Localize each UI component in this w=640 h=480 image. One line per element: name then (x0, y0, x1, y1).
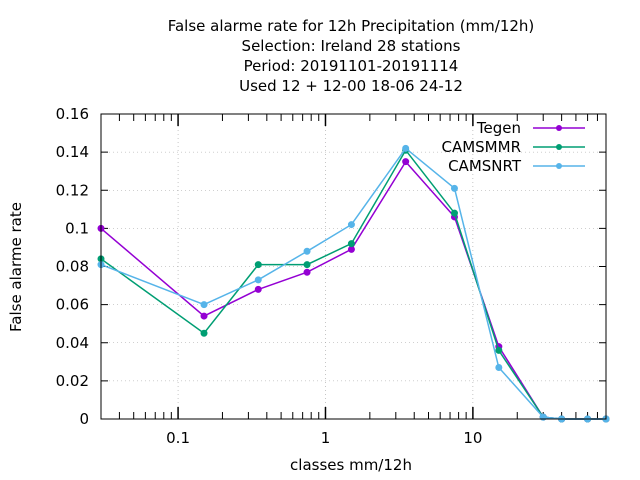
legend-label: Tegen (476, 119, 521, 137)
y-tick-label: 0.14 (56, 143, 89, 161)
data-point (347, 245, 355, 253)
data-point (303, 261, 311, 269)
data-point (402, 158, 410, 166)
y-tick-label: 0.1 (65, 219, 89, 237)
data-point (450, 184, 458, 192)
legend-item: CAMSNRT (448, 157, 585, 175)
y-axis-label: False alarme rate (7, 202, 25, 332)
series-line (100, 147, 606, 420)
data-point (495, 346, 503, 354)
x-tick-label: 1 (321, 429, 331, 447)
legend-item: Tegen (476, 119, 585, 137)
data-point (347, 240, 355, 248)
tick-labels: 0 0.02 0.04 0.06 0.08 0.1 0.12 0.14 0.16 0.1 1 10 (56, 105, 483, 447)
data-point (254, 261, 262, 269)
data-point (200, 312, 208, 320)
legend-marker (556, 163, 562, 169)
chart-title-line-1: False alarme rate for 12h Precipitation … (168, 17, 535, 35)
y-tick-label: 0.06 (56, 296, 89, 314)
series-lines (97, 144, 610, 423)
legend-label: CAMSMMR (441, 138, 521, 156)
x-tick-label: 10 (463, 429, 482, 447)
plot-frame (100, 113, 607, 420)
series-tegen (97, 158, 610, 423)
legend-item: CAMSMMR (441, 138, 585, 156)
legend-marker (556, 144, 562, 150)
y-tick-label: 0.02 (56, 372, 89, 390)
data-point (200, 301, 208, 309)
legend-label: CAMSNRT (448, 157, 522, 175)
x-tick-label: 0.1 (166, 429, 190, 447)
data-point (200, 329, 208, 337)
chart-title-line-2: Selection: Ireland 28 stations (242, 37, 461, 55)
data-point (495, 364, 503, 372)
x-axis-label: classes mm/12h (290, 456, 412, 474)
data-point (254, 285, 262, 293)
y-tick-label: 0 (79, 410, 89, 428)
y-tick-label: 0.08 (56, 258, 89, 276)
data-point (303, 247, 311, 255)
axis-ticks (100, 113, 607, 420)
y-tick-label: 0.16 (56, 105, 89, 123)
chart-title-line-3: Period: 20191101-20191114 (244, 57, 459, 75)
series-line (100, 160, 606, 420)
data-point (347, 221, 355, 229)
y-tick-label: 0.04 (56, 334, 89, 352)
grid (101, 114, 606, 419)
legend-marker (556, 125, 562, 131)
chart-title: False alarme rate for 12h Precipitation … (168, 17, 535, 95)
y-tick-label: 0.12 (56, 181, 89, 199)
series-camsnrt (97, 144, 610, 423)
data-point (303, 268, 311, 276)
data-point (402, 144, 410, 152)
chart-title-line-4: Used 12 + 12-00 18-06 24-12 (239, 77, 463, 95)
data-point (254, 276, 262, 284)
data-point (450, 209, 458, 217)
